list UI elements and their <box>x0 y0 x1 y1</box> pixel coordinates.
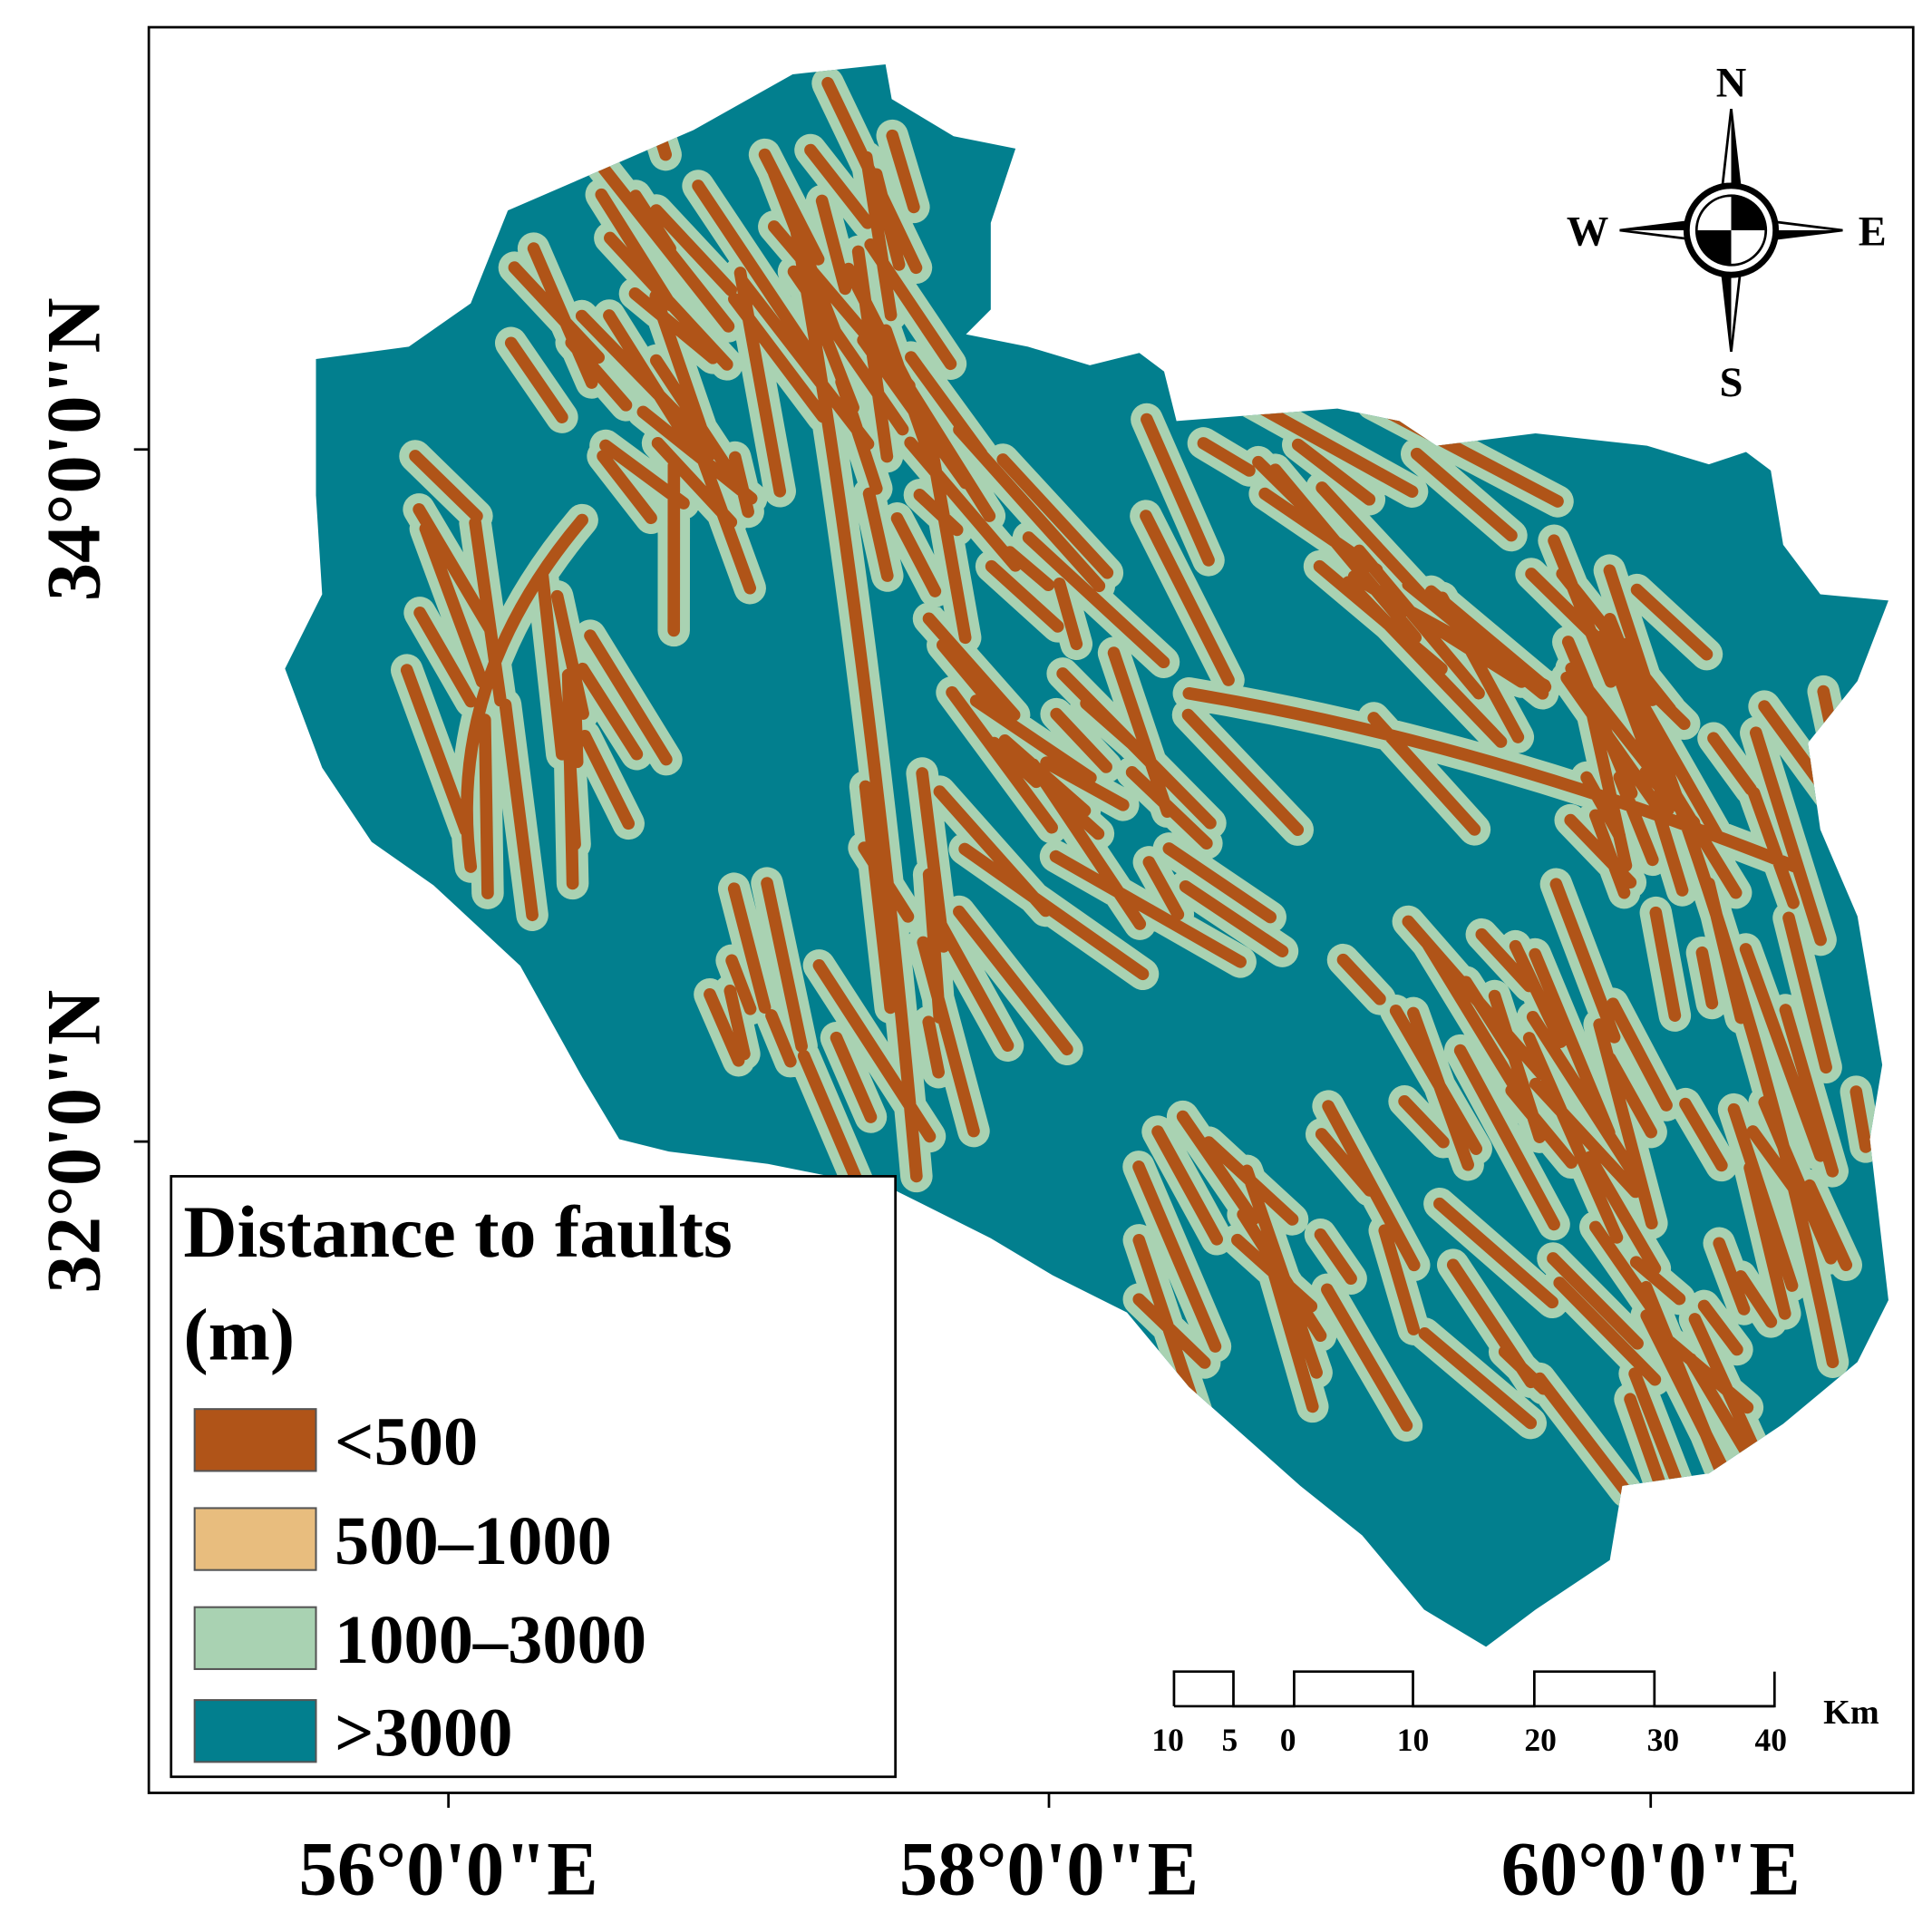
scale-label: 30 <box>1647 1722 1679 1758</box>
legend-label: <500 <box>335 1403 478 1481</box>
lat-label: 32°0'0"N <box>33 990 117 1294</box>
lon-label: 60°0'0"E <box>1501 1828 1801 1912</box>
lon-label: 58°0'0"E <box>899 1828 1199 1912</box>
scale-label: 20 <box>1524 1722 1556 1758</box>
scale-label: 40 <box>1754 1722 1786 1758</box>
compass-e: E <box>1859 209 1887 255</box>
lat-label: 34°0'0"N <box>33 297 117 601</box>
legend-box <box>170 1175 898 1779</box>
scale-label: 0 <box>1280 1722 1296 1758</box>
legend-swatch <box>193 1408 317 1472</box>
legend-swatch <box>193 1699 317 1763</box>
fault-zones <box>390 64 1888 1597</box>
fault-zone <box>400 64 1888 1587</box>
compass-n: N <box>1716 61 1747 107</box>
map-frame <box>147 25 1915 1794</box>
compass-s: S <box>1720 360 1743 406</box>
scale-bar <box>1172 1670 1776 1708</box>
legend-title: Distance to faults <box>183 1190 732 1273</box>
lon-label: 56°0'0"E <box>299 1828 598 1912</box>
north-arrow: N S E W <box>1567 61 1887 406</box>
scale-label: 10 <box>1151 1722 1184 1758</box>
scale-unit: Km <box>1823 1694 1879 1732</box>
legend-label: >3000 <box>335 1695 513 1772</box>
scale-label: 5 <box>1222 1722 1238 1758</box>
study-area <box>285 64 1888 1647</box>
compass-w: W <box>1567 209 1608 255</box>
legend-label: 1000–3000 <box>335 1601 646 1678</box>
legend-swatch <box>193 1606 317 1670</box>
legend-label: 500–1000 <box>335 1502 612 1579</box>
scale-label: 10 <box>1397 1722 1430 1758</box>
legend-unit: (m) <box>183 1294 295 1376</box>
legend-swatch <box>193 1507 317 1571</box>
